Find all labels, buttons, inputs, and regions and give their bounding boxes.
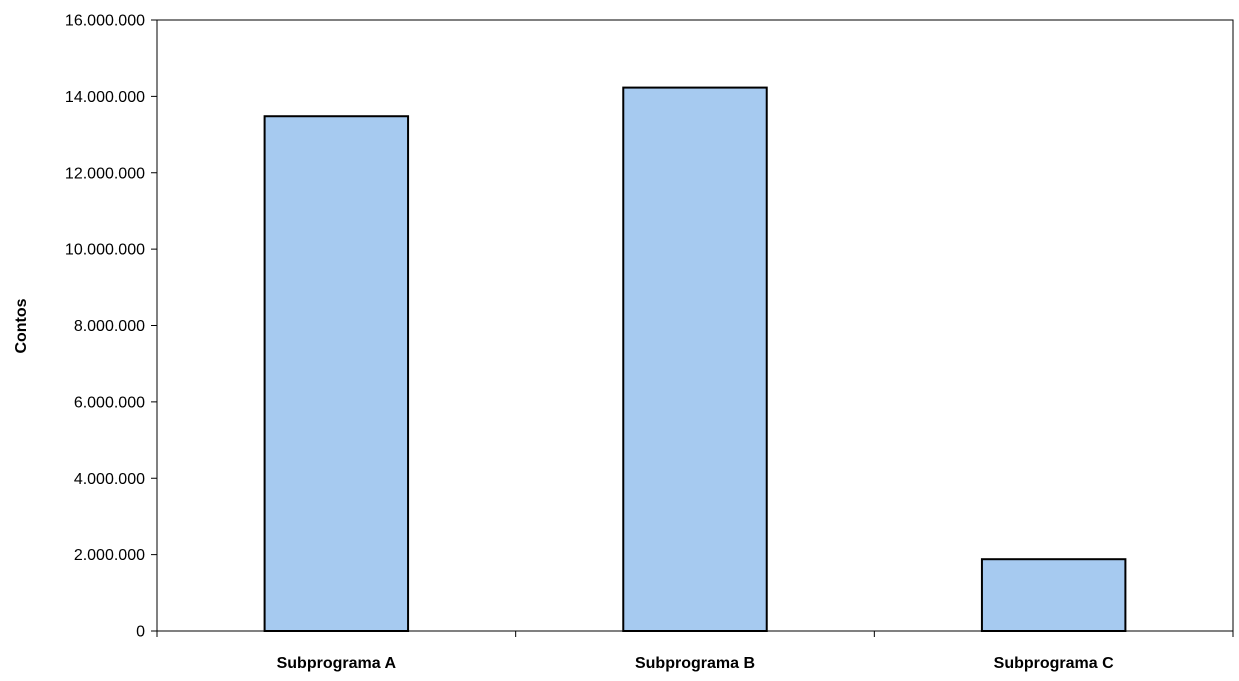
y-tick-label: 6.000.000 <box>74 394 145 411</box>
y-tick-label: 4.000.000 <box>74 471 145 488</box>
y-tick-label: 10.000.000 <box>65 242 145 259</box>
y-tick-label: 8.000.000 <box>74 318 145 335</box>
category-label: Subprograma C <box>994 655 1114 672</box>
x-axis-ticks <box>156 631 1234 637</box>
y-tick-label: 0 <box>136 624 145 641</box>
category-label: Subprograma B <box>635 655 755 672</box>
y-tick-label: 2.000.000 <box>74 547 145 564</box>
bar <box>263 115 410 633</box>
category-labels: Subprograma A Subprograma B Subprograma C <box>277 655 1114 672</box>
y-tick-label: 14.000.000 <box>65 89 145 106</box>
category-label: Subprograma A <box>277 655 397 672</box>
y-tick-label: 12.000.000 <box>65 165 145 182</box>
bar <box>980 558 1127 633</box>
bar <box>622 86 768 633</box>
bars-group <box>263 86 1127 633</box>
y-tick-label: 16.000.000 <box>65 13 145 30</box>
y-axis-ticks: 0 2.000.000 4.000.000 6.000.000 8.000.000 10.… <box>65 13 157 641</box>
y-axis-title: Contos <box>13 298 30 353</box>
